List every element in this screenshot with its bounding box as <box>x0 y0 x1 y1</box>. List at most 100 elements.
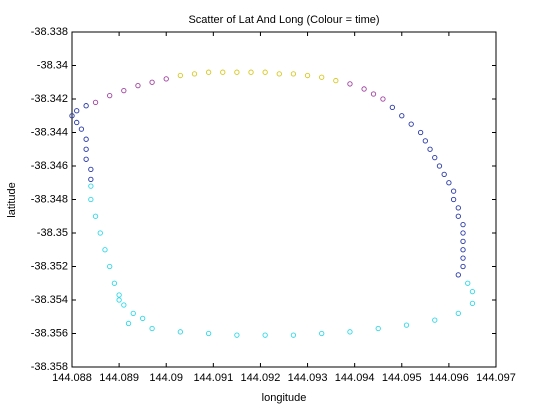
point <box>262 332 268 338</box>
point <box>389 104 396 111</box>
point <box>460 230 466 236</box>
point <box>78 126 85 132</box>
point <box>319 74 325 80</box>
x-tick-label: 144.094 <box>335 372 375 384</box>
point <box>304 72 311 79</box>
point <box>408 121 414 127</box>
x-tick-label: 144.095 <box>382 372 422 384</box>
point <box>149 79 155 85</box>
point <box>102 247 108 253</box>
point <box>432 154 438 161</box>
point <box>88 166 94 173</box>
point <box>140 315 146 322</box>
point <box>417 129 424 136</box>
point <box>460 263 466 270</box>
point <box>460 255 466 261</box>
point <box>83 103 89 109</box>
point <box>469 288 476 295</box>
point <box>460 238 466 245</box>
y-tick-label: -38.346 <box>31 160 68 172</box>
point <box>74 108 80 114</box>
point <box>441 171 447 178</box>
point <box>135 82 141 89</box>
x-tick-label: 144.096 <box>429 372 469 384</box>
point <box>107 93 113 99</box>
point <box>403 322 410 328</box>
point <box>92 99 99 106</box>
x-tick-label: 144.088 <box>52 372 92 384</box>
y-tick-label: -38.352 <box>31 260 68 272</box>
point <box>107 263 113 270</box>
y-tick-label: -38.348 <box>31 193 68 205</box>
point <box>422 138 428 144</box>
point <box>116 297 122 303</box>
point <box>177 329 184 335</box>
point <box>460 221 466 228</box>
point <box>446 180 452 186</box>
point <box>121 87 127 94</box>
x-tick-label: 144.091 <box>193 372 233 384</box>
point <box>97 230 103 236</box>
point <box>69 113 75 119</box>
point <box>205 330 212 337</box>
y-axis-label: latitude <box>6 182 18 217</box>
x-tick-label: 144.089 <box>99 372 139 384</box>
y-tick-label: -38.338 <box>31 26 68 38</box>
point <box>74 119 80 126</box>
point <box>319 330 325 337</box>
y-tick-label: -38.35 <box>37 227 68 239</box>
point <box>83 136 89 142</box>
point <box>450 196 457 203</box>
x-tick-label: 144.097 <box>476 372 516 384</box>
point <box>83 146 89 152</box>
point <box>455 272 461 278</box>
point <box>375 325 381 332</box>
point <box>177 72 184 79</box>
point <box>380 96 386 102</box>
y-tick-label: -38.356 <box>31 327 68 339</box>
point <box>125 320 132 327</box>
y-tick-label: -38.34 <box>37 59 68 71</box>
point <box>450 188 457 194</box>
point <box>460 247 466 253</box>
point <box>116 292 122 298</box>
point <box>290 71 297 77</box>
point <box>234 332 240 338</box>
point <box>205 69 212 75</box>
point <box>111 280 118 286</box>
point <box>399 113 405 119</box>
point <box>163 76 169 82</box>
point <box>347 81 353 87</box>
x-axis-label: longitude <box>262 392 307 404</box>
x-tick-label: 144.09 <box>149 372 183 384</box>
point <box>455 213 461 219</box>
point <box>234 69 240 75</box>
point <box>347 329 353 335</box>
point <box>436 163 443 169</box>
point <box>83 156 89 162</box>
chart-title: Scatter of Lat And Long (Colour = time) <box>188 14 379 26</box>
point <box>432 317 438 323</box>
point <box>262 69 268 75</box>
y-tick-label: -38.358 <box>31 361 68 373</box>
point <box>88 176 94 183</box>
x-tick-label: 144.093 <box>288 372 328 384</box>
point <box>469 300 476 306</box>
point <box>370 91 377 97</box>
point <box>290 332 297 338</box>
point <box>361 86 367 92</box>
point <box>149 325 155 332</box>
point <box>427 146 433 152</box>
point <box>130 310 136 317</box>
point <box>276 71 282 77</box>
y-tick-label: -38.354 <box>31 294 68 306</box>
point <box>88 183 94 189</box>
point <box>465 280 471 286</box>
point <box>92 213 99 219</box>
point <box>455 205 461 211</box>
point <box>191 71 198 77</box>
x-tick-label: 144.092 <box>241 372 281 384</box>
point <box>121 302 127 308</box>
y-tick-label: -38.342 <box>31 93 68 105</box>
